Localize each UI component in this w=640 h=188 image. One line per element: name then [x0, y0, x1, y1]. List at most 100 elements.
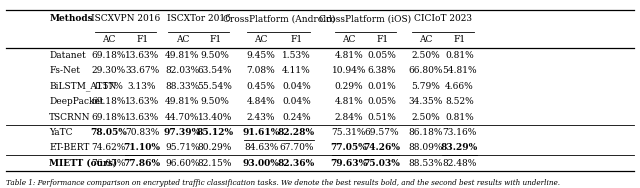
Text: 66.80%: 66.80%: [408, 66, 443, 75]
Text: 55.54%: 55.54%: [198, 82, 232, 91]
Text: 44.70%: 44.70%: [165, 113, 200, 122]
Text: 79.63%: 79.63%: [330, 159, 367, 168]
Text: YaTC: YaTC: [49, 128, 73, 137]
Text: 0.24%: 0.24%: [282, 113, 310, 122]
Text: 0.04%: 0.04%: [282, 82, 310, 91]
Text: 4.84%: 4.84%: [247, 97, 275, 106]
Text: 4.11%: 4.11%: [282, 66, 310, 75]
Text: MIETT (ours): MIETT (ours): [49, 159, 117, 168]
Text: 96.60%: 96.60%: [165, 159, 200, 168]
Text: 0.57%: 0.57%: [94, 82, 124, 91]
Text: F1: F1: [376, 35, 388, 44]
Text: 82.48%: 82.48%: [442, 159, 477, 168]
Text: Table 1: Performance comparison on encrypted traffic classification tasks. We de: Table 1: Performance comparison on encry…: [6, 179, 561, 187]
Text: 76.07%: 76.07%: [92, 159, 126, 168]
Text: 0.04%: 0.04%: [282, 97, 310, 106]
Text: 13.63%: 13.63%: [125, 51, 159, 60]
Text: 29.30%: 29.30%: [92, 66, 126, 75]
Text: 77.05%: 77.05%: [330, 143, 367, 152]
Text: 73.16%: 73.16%: [442, 128, 477, 137]
Text: 0.81%: 0.81%: [445, 113, 474, 122]
Text: 82.36%: 82.36%: [278, 159, 315, 168]
Text: 86.18%: 86.18%: [408, 128, 443, 137]
Text: 9.45%: 9.45%: [246, 51, 276, 60]
Text: 3.13%: 3.13%: [128, 82, 156, 91]
Text: 2.50%: 2.50%: [412, 51, 440, 60]
Text: AC: AC: [102, 35, 115, 44]
Text: 8.52%: 8.52%: [445, 97, 474, 106]
Text: 78.05%: 78.05%: [90, 128, 127, 137]
Text: 34.35%: 34.35%: [408, 97, 443, 106]
Text: 69.18%: 69.18%: [92, 97, 126, 106]
Text: 69.57%: 69.57%: [365, 128, 399, 137]
Text: 85.12%: 85.12%: [196, 128, 234, 137]
Text: 84.63%: 84.63%: [244, 143, 278, 152]
Text: 88.53%: 88.53%: [408, 159, 443, 168]
Text: ET-BERT: ET-BERT: [49, 143, 90, 152]
Text: AC: AC: [342, 35, 355, 44]
Text: 13.40%: 13.40%: [198, 113, 232, 122]
Text: F1: F1: [209, 35, 221, 44]
Text: 2.50%: 2.50%: [412, 113, 440, 122]
Text: 77.86%: 77.86%: [124, 159, 161, 168]
Text: 49.81%: 49.81%: [165, 51, 200, 60]
Text: 7.08%: 7.08%: [247, 66, 275, 75]
Text: 1.53%: 1.53%: [282, 51, 310, 60]
Text: 0.45%: 0.45%: [246, 82, 276, 91]
Text: 4.81%: 4.81%: [335, 97, 363, 106]
Text: ISCXTor 2016: ISCXTor 2016: [167, 14, 230, 23]
Text: 82.03%: 82.03%: [165, 66, 200, 75]
Text: AC: AC: [255, 35, 268, 44]
Text: F1: F1: [136, 35, 148, 44]
Text: CICIoT 2023: CICIoT 2023: [413, 14, 472, 23]
Text: DeepPacket: DeepPacket: [49, 97, 104, 106]
Text: CrossPlatform (Android): CrossPlatform (Android): [223, 14, 335, 23]
Text: 69.18%: 69.18%: [92, 51, 126, 60]
Text: 82.15%: 82.15%: [198, 159, 232, 168]
Text: 2.43%: 2.43%: [247, 113, 275, 122]
Text: 6.38%: 6.38%: [368, 66, 396, 75]
Text: Datanet: Datanet: [49, 51, 86, 60]
Text: CrossPlatform (iOS): CrossPlatform (iOS): [319, 14, 412, 23]
Text: F1: F1: [454, 35, 465, 44]
Text: 97.39%: 97.39%: [164, 128, 201, 137]
Text: 13.63%: 13.63%: [125, 113, 159, 122]
Text: 10.94%: 10.94%: [332, 66, 366, 75]
Text: AC: AC: [176, 35, 189, 44]
Text: 5.79%: 5.79%: [411, 82, 440, 91]
Text: 0.05%: 0.05%: [367, 97, 397, 106]
Text: 80.29%: 80.29%: [198, 143, 232, 152]
Text: 9.50%: 9.50%: [200, 51, 230, 60]
Text: 91.61%: 91.61%: [243, 128, 280, 137]
Text: 82.28%: 82.28%: [278, 128, 315, 137]
Text: 49.81%: 49.81%: [165, 97, 200, 106]
Text: TSCRNN: TSCRNN: [49, 113, 91, 122]
Text: 74.62%: 74.62%: [92, 143, 126, 152]
Text: 4.66%: 4.66%: [445, 82, 474, 91]
Text: 0.01%: 0.01%: [368, 82, 396, 91]
Text: ISCXVPN 2016: ISCXVPN 2016: [91, 14, 160, 23]
Text: 95.71%: 95.71%: [165, 143, 200, 152]
Text: 71.10%: 71.10%: [124, 143, 161, 152]
Text: 93.00%: 93.00%: [243, 159, 280, 168]
Text: 54.81%: 54.81%: [442, 66, 477, 75]
Text: 2.84%: 2.84%: [335, 113, 363, 122]
Text: 88.33%: 88.33%: [165, 82, 200, 91]
Text: BiLSTM_ATTN: BiLSTM_ATTN: [49, 81, 116, 91]
Text: AC: AC: [419, 35, 432, 44]
Text: 75.31%: 75.31%: [332, 128, 366, 137]
Text: 74.26%: 74.26%: [364, 143, 401, 152]
Text: 13.63%: 13.63%: [125, 97, 159, 106]
Text: F1: F1: [291, 35, 302, 44]
Text: 0.81%: 0.81%: [445, 51, 474, 60]
Text: 33.67%: 33.67%: [125, 66, 159, 75]
Text: 83.29%: 83.29%: [441, 143, 478, 152]
Text: Methods: Methods: [49, 14, 93, 23]
Text: 69.18%: 69.18%: [92, 113, 126, 122]
Text: 9.50%: 9.50%: [200, 97, 230, 106]
Text: 0.51%: 0.51%: [367, 113, 397, 122]
Text: 67.70%: 67.70%: [279, 143, 314, 152]
Text: 88.09%: 88.09%: [408, 143, 443, 152]
Text: 0.05%: 0.05%: [367, 51, 397, 60]
Text: 63.54%: 63.54%: [198, 66, 232, 75]
